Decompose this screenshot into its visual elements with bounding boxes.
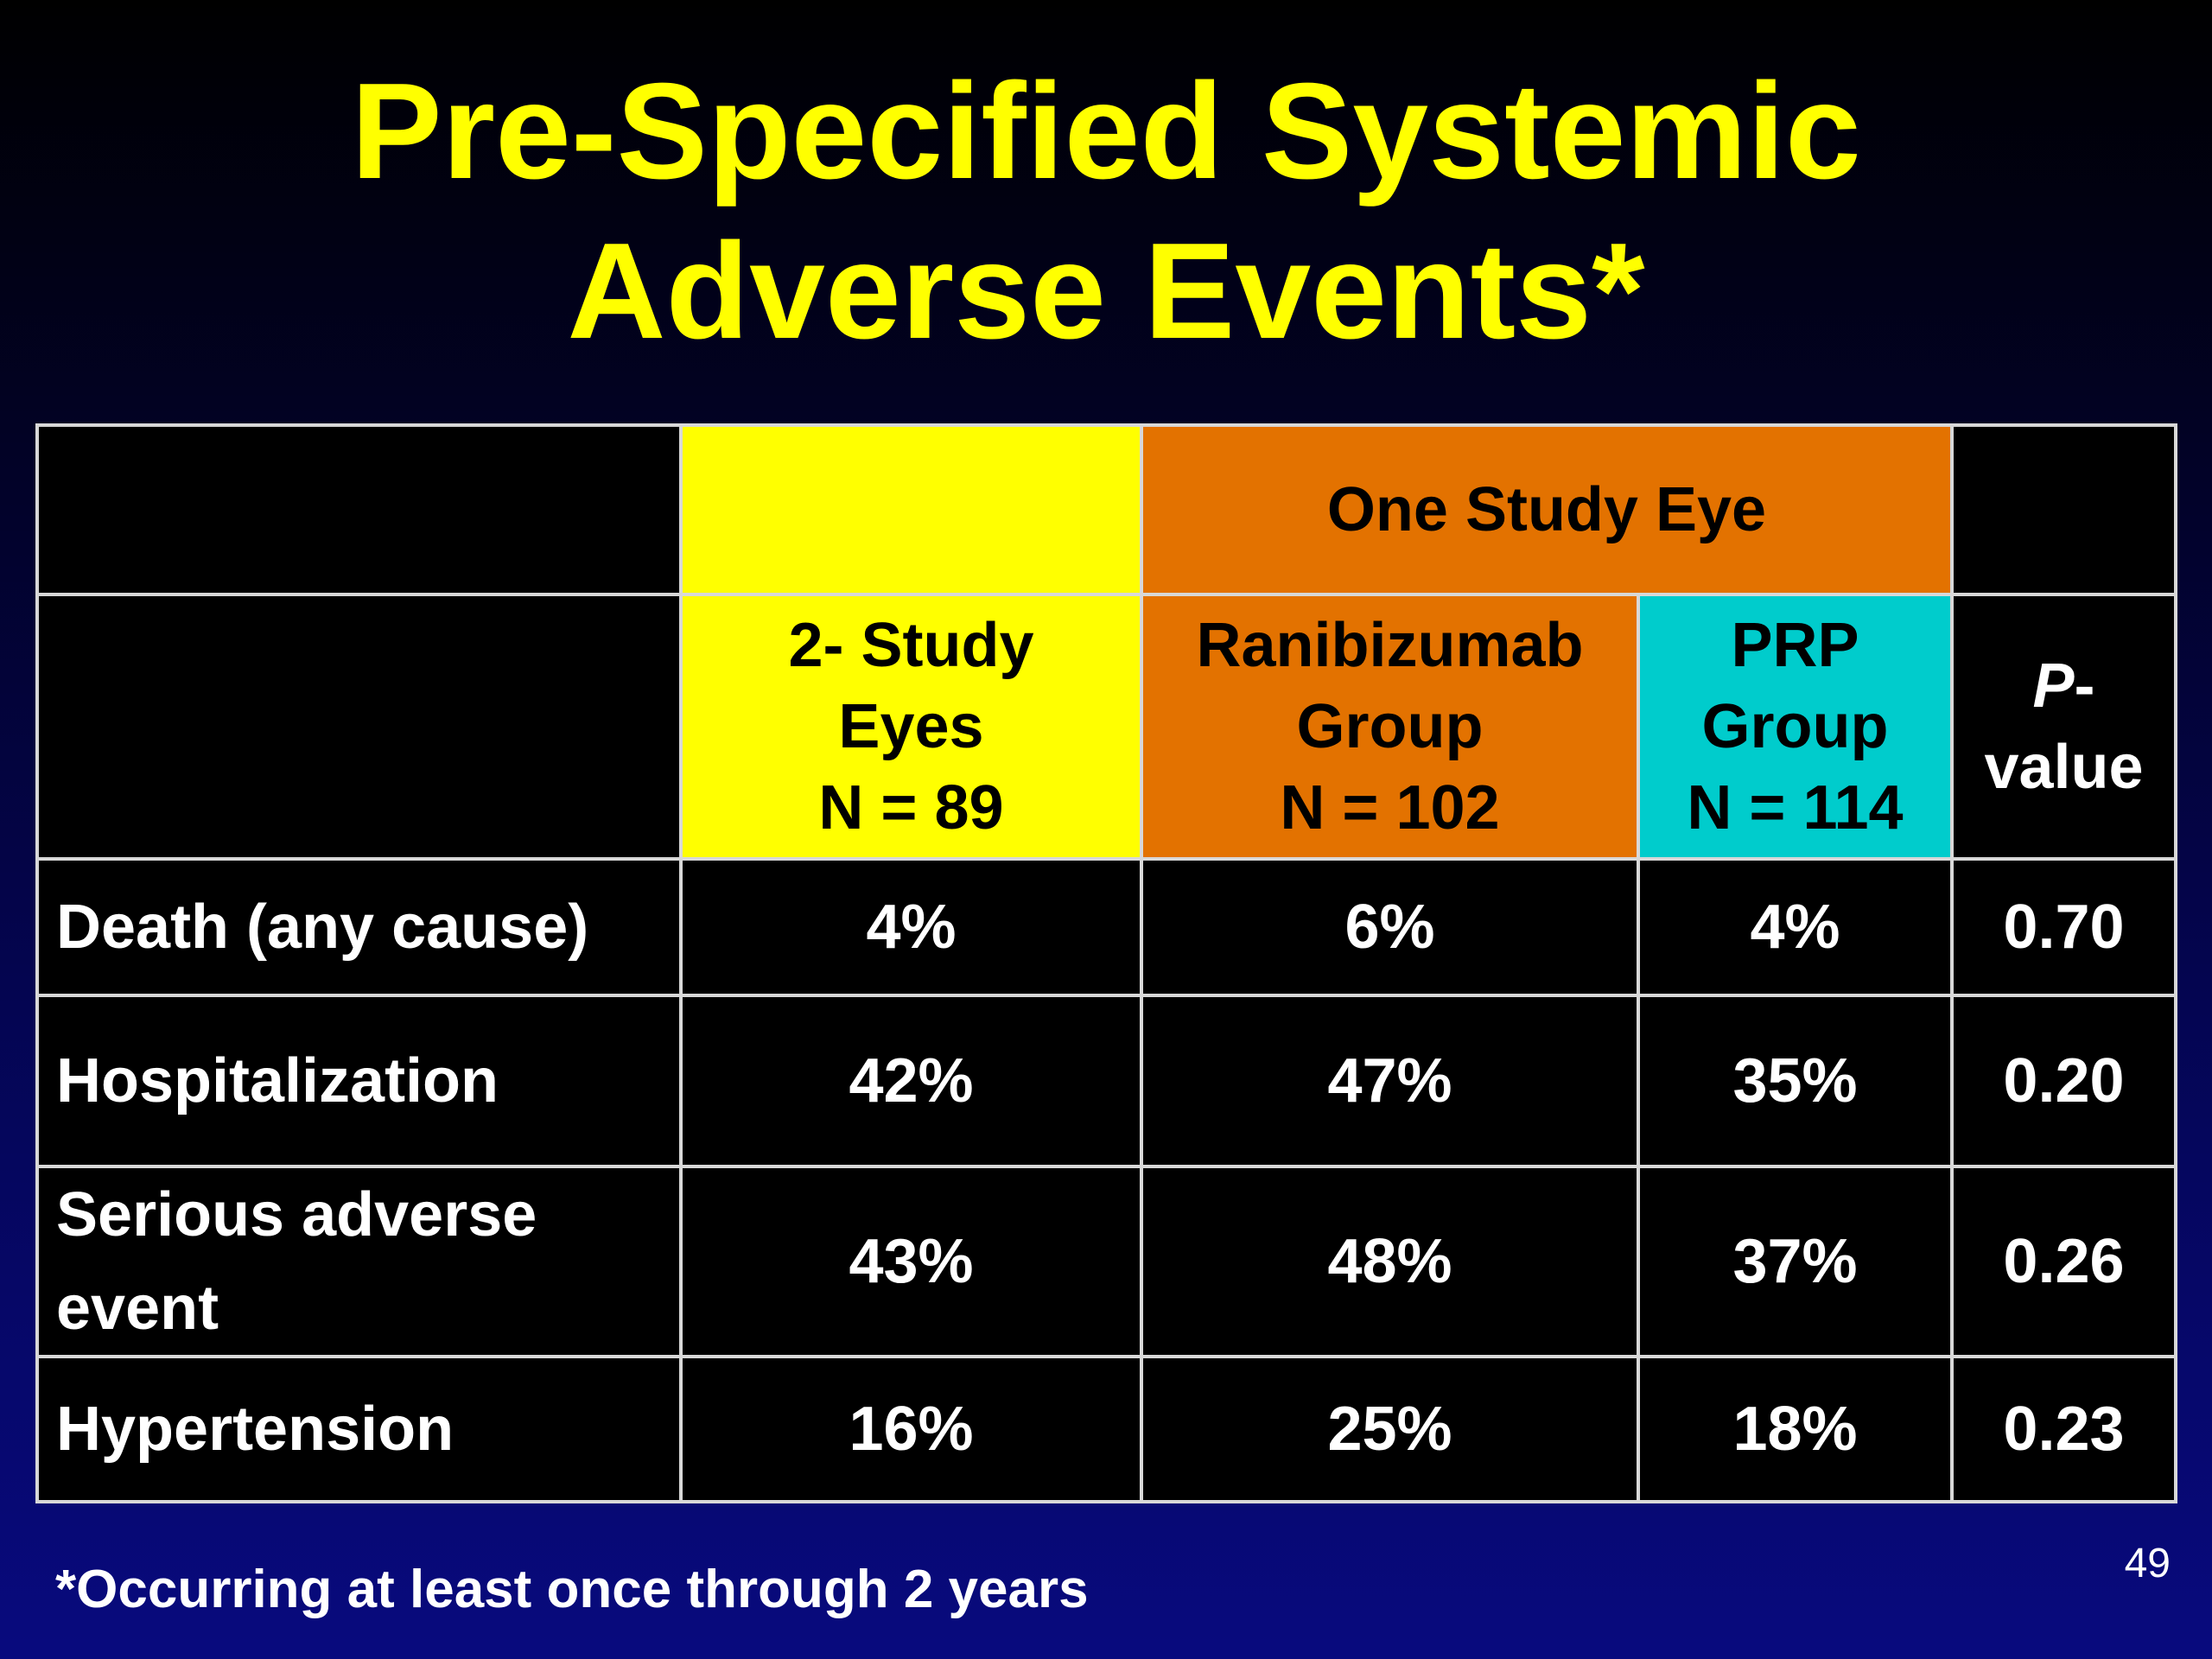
header-p-value-line-2: value <box>1984 733 2144 802</box>
header-p-value: P- value <box>1950 593 2177 861</box>
cell-p-value: 0.70 <box>1950 857 2177 997</box>
header-two-study-eyes: 2- Study Eyes N = 89 <box>679 593 1143 861</box>
table-row: Death (any cause) 4% 6% 4% 0.70 <box>35 857 2177 997</box>
header-ranibizumab-group: Ranibizumab Group N = 102 <box>1140 593 1640 861</box>
cell-ranibizumab: 48% <box>1140 1165 1640 1358</box>
cell-ranibizumab: 25% <box>1140 1355 1640 1503</box>
slide-title-line-1: Pre-Specified Systemic <box>351 55 1861 207</box>
row-label-line-2: event <box>56 1274 219 1343</box>
header-two-eyes-line-1: 2- Study <box>788 611 1034 680</box>
cell-prp: 4% <box>1637 857 1954 997</box>
row-label: Death (any cause) <box>35 857 683 997</box>
header-two-eyes-line-2: Eyes <box>838 692 984 761</box>
page-number: 49 <box>2124 1541 2171 1586</box>
column-header-row: 2- Study Eyes N = 89 Ranibizumab Group N… <box>35 593 2177 861</box>
header-prp-n: N = 114 <box>1687 773 1904 842</box>
header-ranibizumab-n: N = 102 <box>1280 773 1500 842</box>
two-eyes-group-cell <box>679 423 1143 596</box>
cell-p-value: 0.23 <box>1950 1355 2177 1503</box>
table-row: Hospitalization 42% 47% 35% 0.20 <box>35 994 2177 1168</box>
slide-title-line-2: Adverse Events* <box>567 215 1645 367</box>
cell-two-eyes: 16% <box>679 1355 1143 1503</box>
header-prp-line-2: Group <box>1701 692 1889 761</box>
cell-p-value: 0.20 <box>1950 994 2177 1168</box>
one-study-eye-label: One Study Eye <box>1326 475 1767 544</box>
table-row: Serious adverse event 43% 48% 37% 0.26 <box>35 1165 2177 1358</box>
row-label: Serious adverse event <box>35 1165 683 1358</box>
slide-title: Pre-Specified Systemic Adverse Events* <box>0 52 2212 372</box>
empty-pvalue-group-cell <box>1950 423 2177 596</box>
header-p-value-line-1: P- <box>1954 645 2174 727</box>
one-study-eye-header: One Study Eye <box>1140 423 1954 596</box>
p-hyphen: - <box>2074 652 2095 721</box>
cell-two-eyes: 42% <box>679 994 1143 1168</box>
empty-label-header-cell <box>35 593 683 861</box>
table-row: Hypertension 16% 25% 18% 0.23 <box>35 1355 2177 1503</box>
header-two-eyes-n: N = 89 <box>818 773 1004 842</box>
header-ranibizumab-line-2: Group <box>1296 692 1484 761</box>
cell-prp: 35% <box>1637 994 1954 1168</box>
row-label: Hospitalization <box>35 994 683 1168</box>
header-prp-line-1: PRP <box>1731 611 1859 680</box>
cell-prp: 18% <box>1637 1355 1954 1503</box>
cell-ranibizumab: 6% <box>1140 857 1640 997</box>
cell-two-eyes: 43% <box>679 1165 1143 1358</box>
empty-header-cell <box>35 423 683 596</box>
row-label: Hypertension <box>35 1355 683 1503</box>
footnote: *Occurring at least once through 2 years <box>55 1560 1089 1619</box>
header-prp-group: PRP Group N = 114 <box>1637 593 1954 861</box>
adverse-events-table: One Study Eye 2- Study Eyes N = 89 Ranib… <box>35 423 2177 1503</box>
group-header-row: One Study Eye <box>35 423 2177 596</box>
cell-two-eyes: 4% <box>679 857 1143 997</box>
header-ranibizumab-line-1: Ranibizumab <box>1196 611 1584 680</box>
cell-ranibizumab: 47% <box>1140 994 1640 1168</box>
row-label-line-1: Serious adverse <box>56 1180 537 1249</box>
cell-p-value: 0.26 <box>1950 1165 2177 1358</box>
cell-prp: 37% <box>1637 1165 1954 1358</box>
p-letter: P <box>2032 652 2075 721</box>
